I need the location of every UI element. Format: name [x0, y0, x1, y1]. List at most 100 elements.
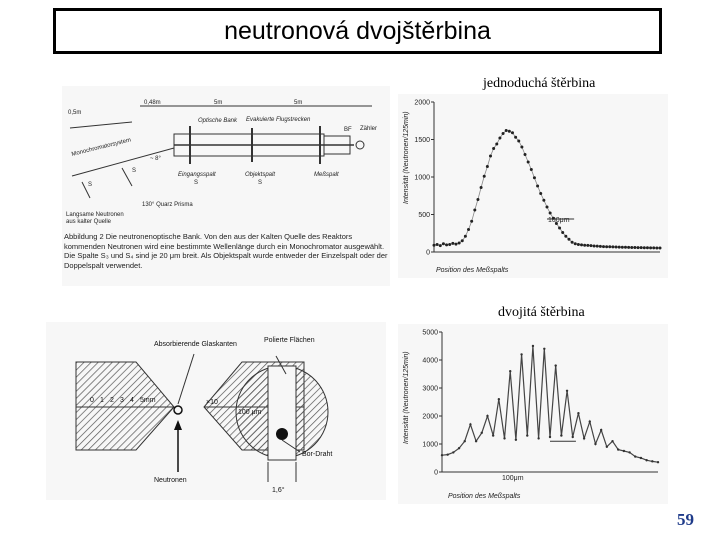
chart2-point-34	[634, 455, 637, 458]
chart1-point-69	[649, 246, 653, 250]
chart1-point-59	[617, 245, 621, 249]
chart1-point-60	[620, 245, 624, 249]
chart2-ytick-label-0: 0	[434, 470, 438, 477]
chart1-point-65	[636, 246, 640, 250]
chart2-ytick-label-4: 4000	[422, 358, 438, 365]
chart2-point-11	[503, 437, 506, 440]
chart1-point-62	[627, 245, 631, 249]
apparatus-figure: 0,48m 5m 5m 0,5m Optische Bank Evakuiert…	[62, 86, 390, 286]
chart2-point-22	[565, 389, 569, 392]
dim-5m-a: 5m	[214, 100, 222, 106]
chart1-point-37	[548, 211, 552, 215]
chart1-point-31	[529, 168, 533, 171]
chart1-point-5	[448, 243, 452, 246]
chart1-ytick-label-0: 0	[426, 250, 430, 257]
scale-5mm: 5mm	[140, 397, 156, 404]
entry-slit-label: Eingangsspalt	[178, 172, 216, 178]
chart1-point-32	[532, 176, 536, 180]
object-slit-label: Objektspalt	[245, 172, 275, 178]
measure-slit-label: Meßspalt	[314, 172, 339, 178]
double-slit-chart: Intensität (Neutronen/125min) Position d…	[398, 324, 668, 504]
chart1-point-16	[482, 174, 486, 178]
chart1-point-40	[558, 226, 562, 230]
chart1-point-66	[639, 246, 643, 250]
chart1-point-8	[457, 241, 461, 245]
angle-16-label: 1,6°	[272, 486, 285, 494]
chart2-point-36	[645, 459, 648, 462]
chart1-scale-bar: 100μm	[548, 217, 570, 224]
neutrons-label: Neutronen	[154, 477, 187, 484]
chart1-point-7	[454, 242, 458, 246]
scale-1: 1	[100, 397, 104, 404]
chart1-point-34	[539, 192, 543, 195]
chart1-point-72	[658, 246, 662, 250]
magnification-label: ×10	[206, 399, 218, 406]
chart1-point-4	[445, 243, 449, 247]
chart2-point-1	[446, 453, 449, 456]
chart1-point-35	[542, 198, 546, 202]
chart2-xlabel: Position des Meßspalts	[448, 493, 521, 500]
chart1-point-58	[614, 245, 618, 249]
chart1-point-47	[580, 243, 584, 247]
chart2-scale-bar: 100μm	[502, 475, 524, 482]
chart1-point-24	[507, 129, 511, 133]
chart1-point-15	[479, 186, 483, 189]
chart1-point-1	[435, 243, 439, 246]
double-slit-plot: Intensität (Neutronen/125min) Position d…	[403, 330, 660, 500]
chart1-point-71	[655, 246, 659, 250]
scale-2: 2	[110, 397, 114, 404]
chart2-point-16	[531, 344, 535, 348]
apparatus-caption: Abbildung 2 Die neutronenoptische Bank. …	[64, 232, 388, 270]
chart1-point-36	[545, 205, 549, 209]
chart1-point-49	[586, 243, 590, 247]
chart1-xlabel: Position des Meßspalts	[436, 267, 509, 274]
chart2-point-30	[611, 440, 614, 443]
s2-label: S	[132, 168, 136, 174]
single-slit-plot: Intensität (Neutronen/125min) Position d…	[403, 100, 662, 274]
chart2-ytick-label-3: 3000	[422, 386, 438, 393]
scale-4: 4	[130, 397, 134, 404]
chart2-point-37	[651, 460, 654, 463]
chart1-point-3	[441, 242, 445, 246]
chart1-point-28	[520, 145, 524, 149]
chart1-point-20	[495, 142, 499, 146]
chart1-point-14	[476, 198, 480, 201]
counter-label: Zähler	[360, 126, 377, 132]
chart1-ylabel: Intensität (Neutronen/125min)	[403, 111, 410, 204]
scale-0: 0	[90, 397, 94, 404]
chart2-point-32	[622, 449, 626, 453]
chart1-point-39	[554, 222, 558, 225]
chart2-point-10	[497, 398, 501, 401]
angle-label: ~ 8°	[150, 156, 162, 162]
chart1-point-13	[473, 208, 477, 212]
chart2-point-6	[474, 440, 478, 443]
chart1-ytick-label-3: 1500	[414, 137, 430, 144]
chart1-point-48	[583, 243, 587, 247]
chart2-point-38	[656, 461, 660, 464]
s3-label: S	[194, 180, 198, 186]
chart2-point-15	[526, 434, 529, 437]
dim-048: 0,48m	[144, 100, 161, 106]
chart1-point-27	[517, 139, 521, 143]
chart2-point-18	[543, 347, 546, 350]
chart1-point-11	[467, 228, 471, 231]
chart2-ylabel: Intensität (Neutronen/125min)	[403, 351, 410, 444]
chart2-ytick-label-5: 5000	[422, 330, 438, 337]
chart1-point-10	[463, 234, 467, 238]
chart2-point-17	[537, 437, 540, 440]
chart2-point-13	[514, 438, 518, 441]
chart2-ytick-label-1: 1000	[422, 442, 438, 449]
chart1-point-46	[576, 243, 580, 246]
chart1-point-52	[595, 244, 599, 248]
chart2-point-23	[571, 435, 574, 439]
slit-detail-diagram: Absorbierende Glaskanten Polierte Fläche…	[75, 337, 332, 494]
chart2-point-12	[509, 370, 512, 373]
slit-detail-figure: Absorbierende Glaskanten Polierte Fläche…	[46, 322, 386, 500]
chart2-point-21	[560, 434, 563, 437]
page-number: 59	[677, 510, 694, 529]
chart2-point-33	[628, 451, 631, 454]
chart1-ytick-label-2: 1000	[414, 175, 430, 182]
chart2-ytick-label-2: 2000	[422, 414, 438, 421]
chart2-point-24	[577, 412, 580, 415]
chart1-point-17	[485, 165, 489, 168]
